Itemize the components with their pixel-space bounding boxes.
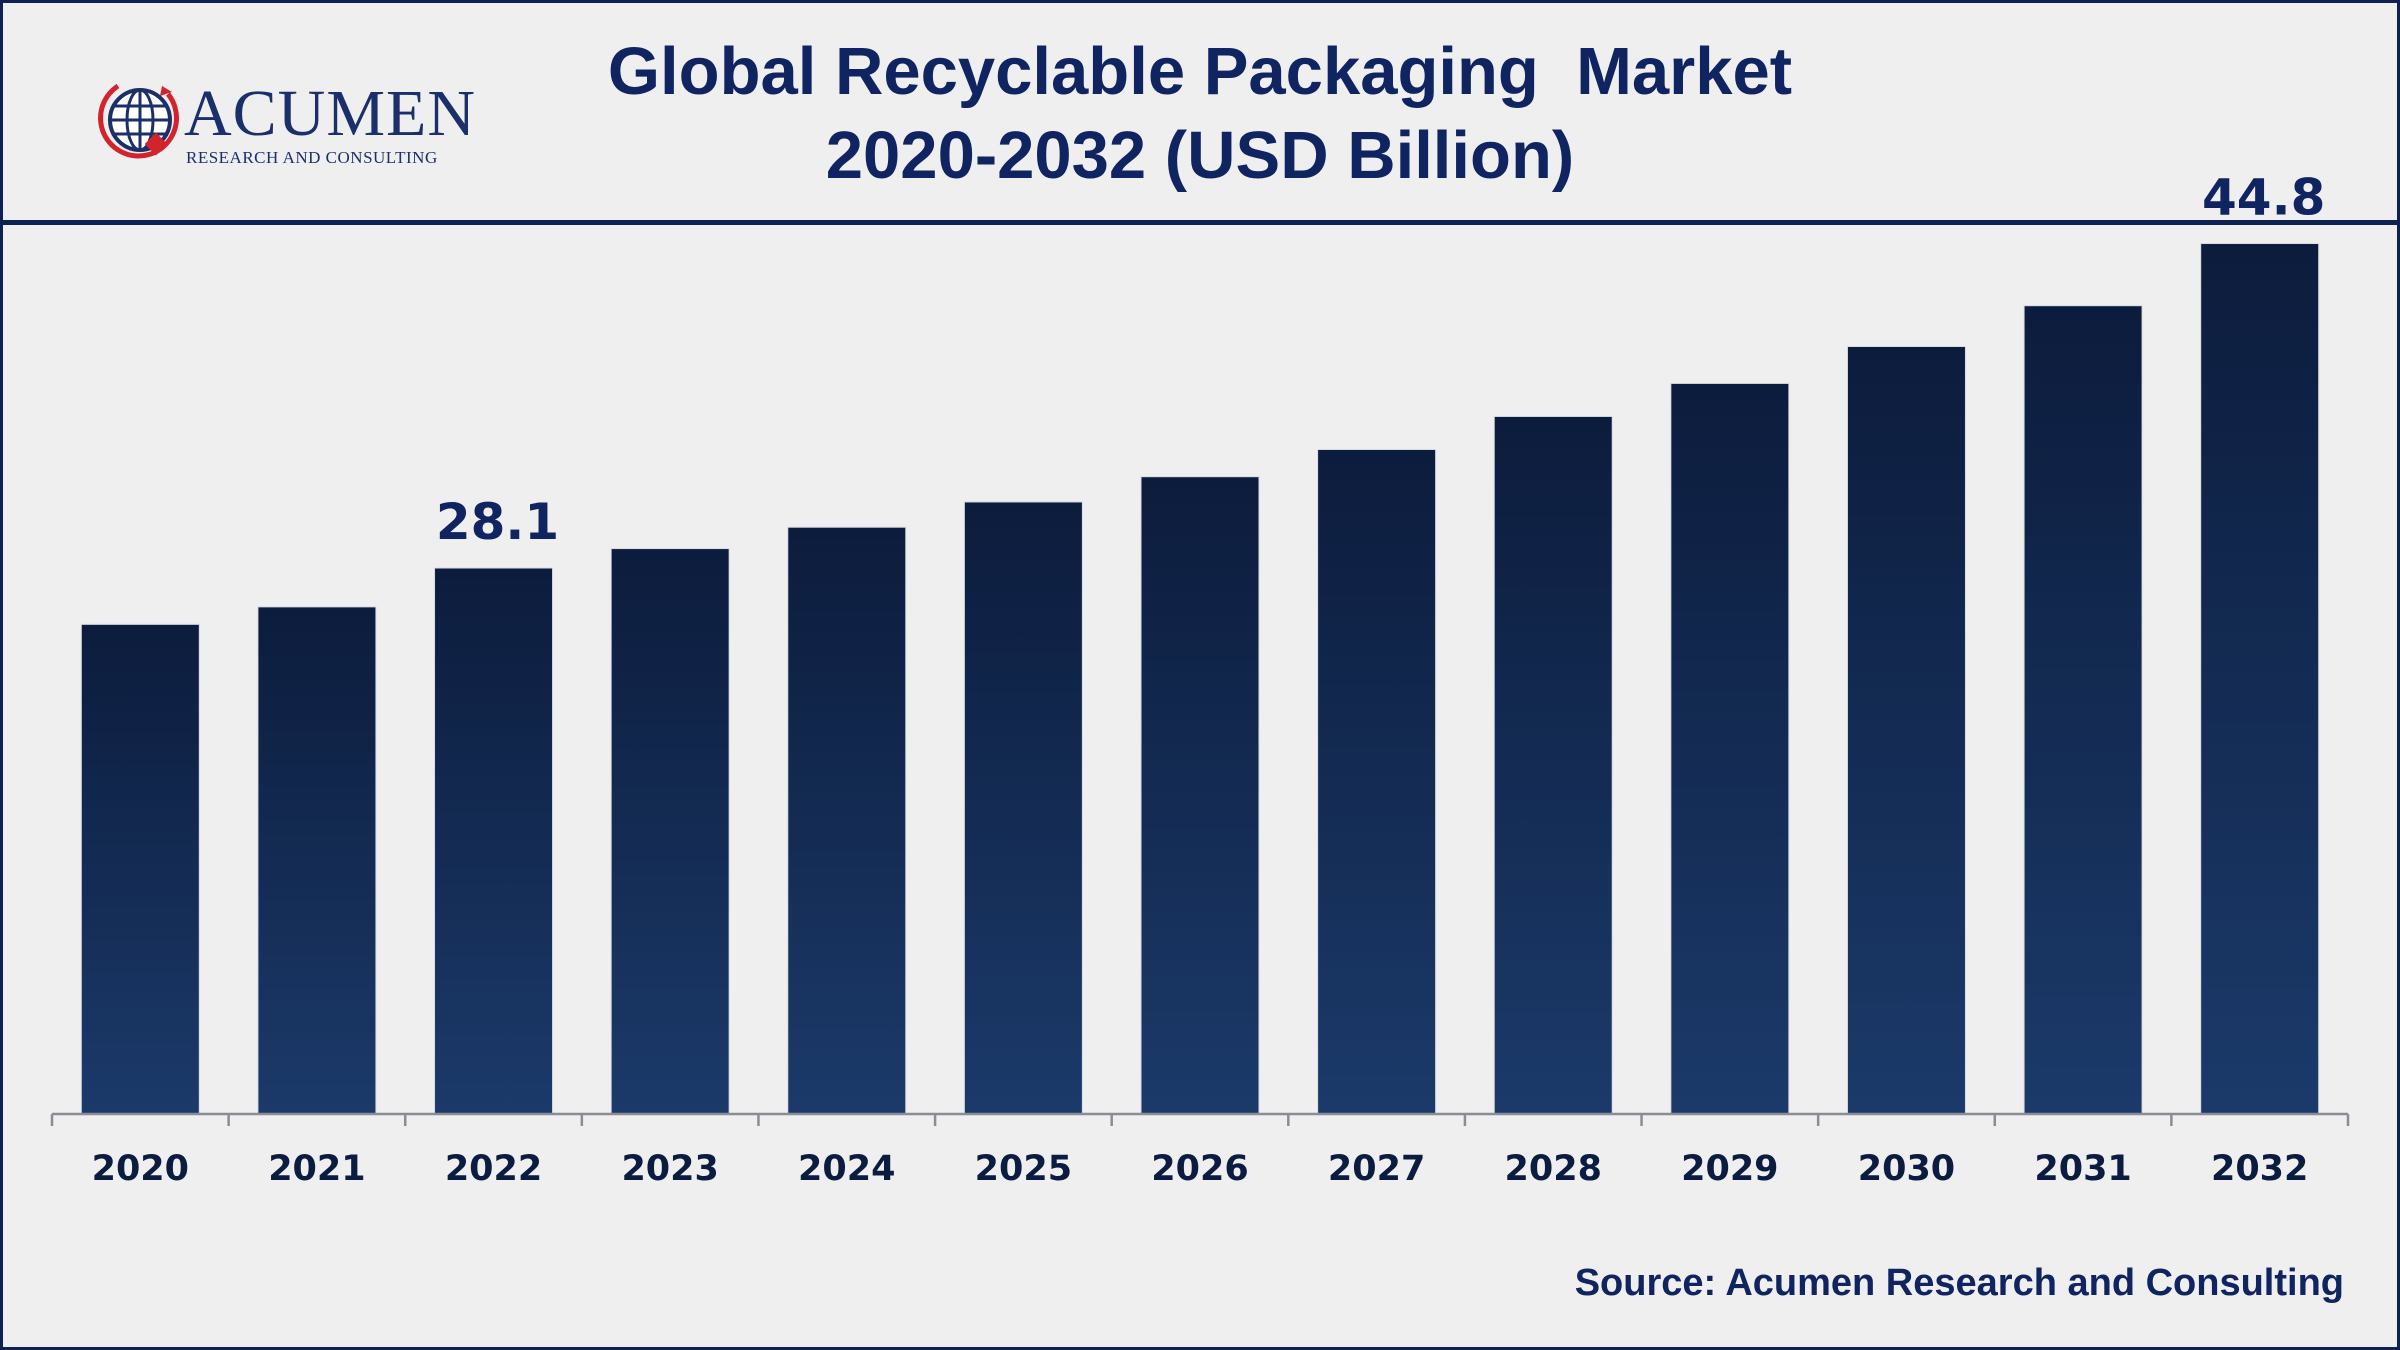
x-tick-label-2023: 2023: [621, 1149, 718, 1189]
x-tick-label-2020: 2020: [92, 1149, 189, 1189]
x-tick-label-2025: 2025: [975, 1149, 1072, 1189]
data-label-2032: 44.8: [2202, 169, 2325, 227]
x-tick-label-2032: 2032: [2211, 1149, 2308, 1189]
chart-title-line-1: Global Recyclable Packaging Market: [607, 34, 1793, 109]
x-tick-label-2021: 2021: [268, 1149, 365, 1189]
bar-2025: [963, 501, 1083, 1115]
bar-2024: [787, 526, 907, 1115]
bar-2023: [610, 548, 730, 1115]
company-logo: ACUMEN RESEARCH AND CONSULTING: [98, 74, 475, 174]
bar-2029: [1670, 382, 1790, 1115]
x-tick-label-2029: 2029: [1681, 1149, 1778, 1189]
bar-2027: [1317, 448, 1437, 1115]
x-axis: 2020 2021 2022 2023 2024 2025 2026 2027 2028 2029…: [50, 1112, 2350, 1189]
x-tick-label-2024: 2024: [798, 1149, 895, 1189]
bar-2020: [80, 623, 200, 1115]
x-tick-label-2031: 2031: [2034, 1149, 2131, 1189]
bar-2032: [2200, 243, 2320, 1115]
bar-2028: [1493, 415, 1613, 1115]
bar-2026: [1140, 476, 1260, 1115]
logo-tagline: RESEARCH AND CONSULTING: [186, 148, 438, 167]
x-tick-label-2027: 2027: [1328, 1149, 1425, 1189]
chart-title-line-2: 2020-2032 (USD Billion): [825, 118, 1575, 193]
chart-title: Global Recyclable Packaging Market 2020-…: [450, 30, 1950, 198]
bar-2022: [434, 567, 554, 1115]
x-tick-label-2026: 2026: [1151, 1149, 1248, 1189]
data-label-2022: 28.1: [436, 493, 559, 551]
x-tick-label-2030: 2030: [1858, 1149, 1955, 1189]
header-divider: [0, 220, 2400, 225]
globe-icon: [98, 83, 180, 159]
x-tick-label-2022: 2022: [445, 1149, 542, 1189]
bar-2031: [2023, 305, 2143, 1115]
x-tick-label-2028: 2028: [1505, 1149, 1602, 1189]
bar-2030: [1846, 346, 1966, 1115]
source-note: Source: Acumen Research and Consulting: [1574, 1262, 2344, 1304]
bar-series: [80, 243, 2320, 1115]
data-labels: 28.1 44.8: [436, 169, 2326, 551]
logo-wordmark: ACUMEN: [184, 77, 477, 150]
bar-2021: [257, 606, 377, 1115]
